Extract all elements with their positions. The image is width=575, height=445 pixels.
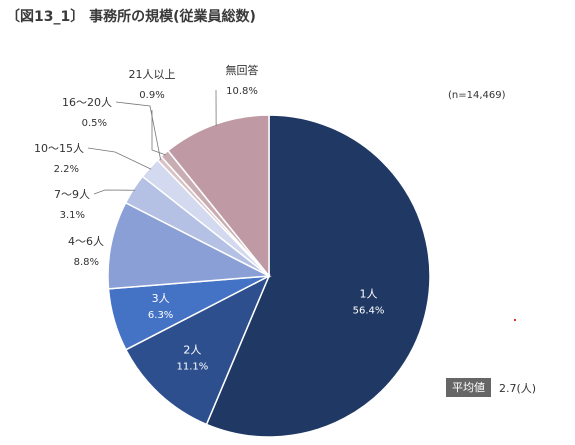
slice-label-value: 8.8%	[74, 257, 99, 268]
slice-label-value: 6.3%	[148, 310, 173, 321]
slice-label-value: 10.8%	[226, 86, 258, 97]
leader-line	[115, 101, 162, 160]
slice-label-name: 21人以上	[129, 68, 176, 81]
slice-label-value: 56.4%	[353, 305, 385, 316]
leader-lines	[87, 89, 217, 195]
slice-label-value: 0.5%	[82, 118, 107, 129]
slice-labels: 1人 56.4% 2人 11.1% 3人 6.3% 4～6人 8.8% 7～9人 3.1% 10～1…	[34, 63, 384, 373]
slice-label-name: 10～15人	[34, 142, 84, 155]
chart-title: 〔図13_1〕 事務所の規模(従業員総数)	[6, 9, 256, 25]
slice-label-name: 3人	[152, 292, 170, 305]
slice-label-value: 3.1%	[60, 210, 85, 221]
slice-3	[107, 201, 272, 290]
slice-1	[124, 274, 271, 426]
average-value: 2.7(人)	[499, 381, 537, 395]
sample-size-note: (n=14,469)	[448, 90, 506, 101]
leader-line	[151, 110, 166, 156]
slice-label-value: 2.2%	[54, 164, 79, 175]
slice-label-name: 7～9人	[54, 188, 90, 201]
slice-0	[205, 114, 431, 438]
average-box: 平均値 2.7(人)	[446, 378, 536, 397]
slice-8	[166, 114, 270, 279]
leader-line	[93, 189, 136, 195]
stray-marker	[514, 319, 516, 321]
slice-label-name: 4～6人	[68, 235, 104, 248]
slice-label-name: 無回答	[226, 63, 259, 77]
slice-label-value: 0.9%	[139, 90, 164, 101]
slice-label-name: 2人	[183, 344, 201, 357]
leader-line	[87, 147, 152, 170]
slice-label-name: 16～20人	[62, 96, 112, 109]
slice-label-name: 1人	[360, 287, 378, 300]
average-tag: 平均値	[446, 378, 491, 397]
pie-slices	[107, 114, 431, 438]
slice-label-value: 11.1%	[177, 362, 209, 373]
